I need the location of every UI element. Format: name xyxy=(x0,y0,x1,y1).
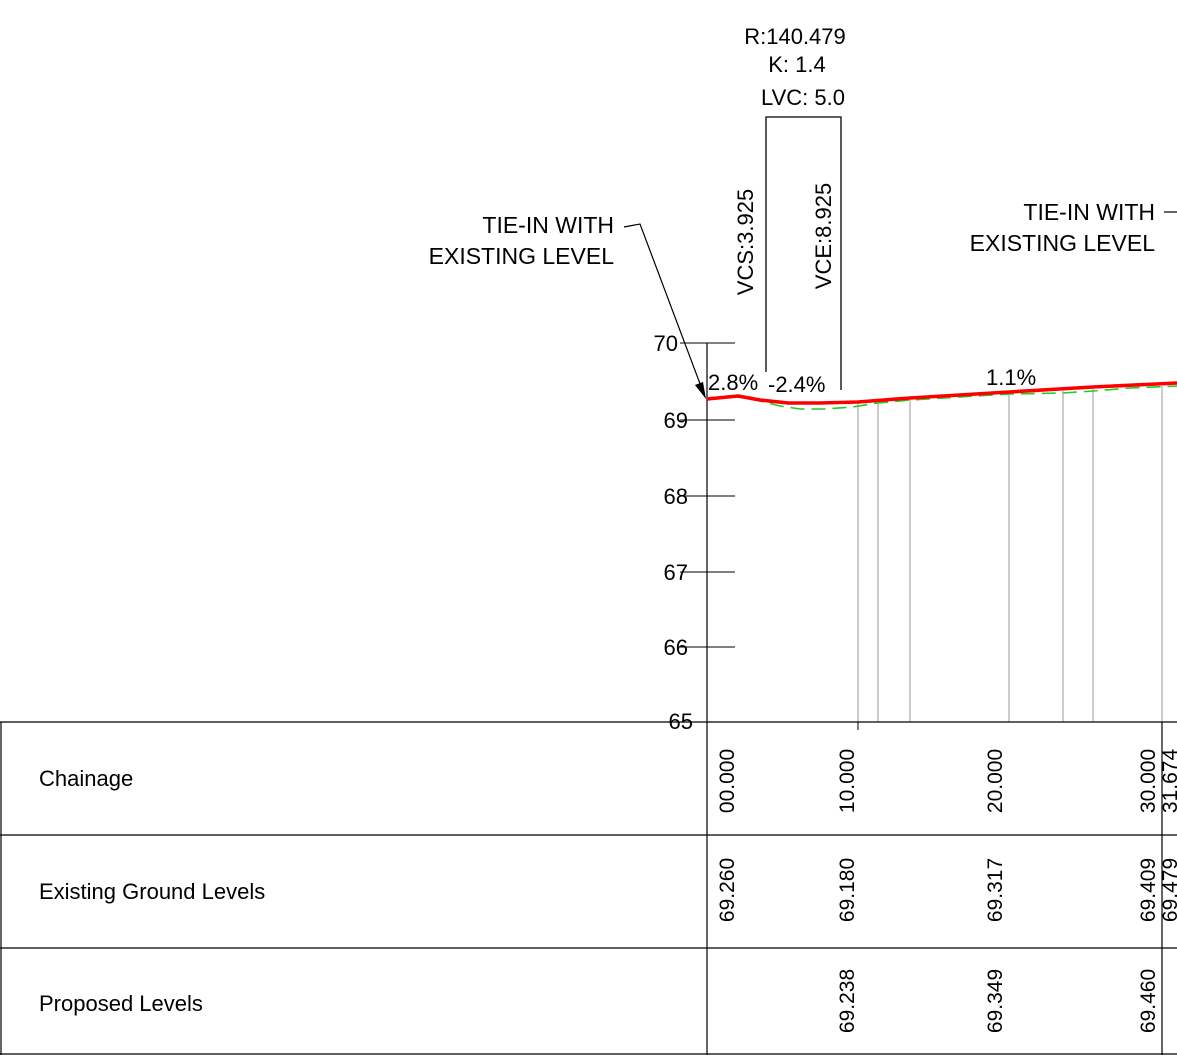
proposed-level-value: 69.349 xyxy=(984,969,1007,1033)
existing-level-value: 69.317 xyxy=(984,858,1007,922)
chainage-value: 30.000 xyxy=(1137,749,1160,813)
curve-lvc-label: LVC: 5.0 xyxy=(761,85,845,110)
existing-level-value: 69.260 xyxy=(716,858,739,922)
tie-in-right-line2: EXISTING LEVEL xyxy=(970,230,1156,256)
chainage-value: 31.674 xyxy=(1159,749,1177,814)
tie-in-left-arrowhead xyxy=(695,382,706,399)
grade-label-3: 1.1% xyxy=(986,365,1036,390)
level-tick-70: 70 xyxy=(654,331,678,356)
curve-radius-label: R:140.479 xyxy=(744,24,846,49)
grade-label-1: 2.8% xyxy=(708,370,758,395)
level-tick-67: 67 xyxy=(664,560,688,585)
existing-level-value: 69.180 xyxy=(836,858,859,922)
level-tick-66: 66 xyxy=(664,635,688,660)
chainage-value: 00.000 xyxy=(716,749,739,813)
vce-label: VCE:8.925 xyxy=(811,183,836,289)
grade-label-2: -2.4% xyxy=(768,372,825,397)
existing-level-value: 69.409 xyxy=(1137,858,1160,922)
level-tick-68: 68 xyxy=(664,484,688,509)
data-table xyxy=(0,721,1177,1055)
row-label-existing: Existing Ground Levels xyxy=(39,879,265,904)
proposed-level-value: 69.460 xyxy=(1137,969,1160,1033)
chainage-gridlines xyxy=(857,386,1163,722)
tie-in-left-line1: TIE-IN WITH xyxy=(482,212,614,238)
tie-in-left-leader xyxy=(623,223,706,398)
proposed-profile-line xyxy=(706,381,1177,405)
curve-k-label: K: 1.4 xyxy=(768,52,825,77)
level-tick-69: 69 xyxy=(664,408,688,433)
chainage-value: 10.000 xyxy=(836,749,859,813)
tie-in-left-line2: EXISTING LEVEL xyxy=(429,243,615,269)
chainage-value: 20.000 xyxy=(984,749,1007,813)
proposed-level-value: 69.238 xyxy=(836,969,859,1033)
tie-in-right-line1: TIE-IN WITH xyxy=(1023,199,1155,225)
vertical-curve-bracket xyxy=(765,116,842,390)
vcs-label: VCS:3.925 xyxy=(733,189,758,295)
row-label-proposed: Proposed Levels xyxy=(39,991,203,1016)
existing-level-value: 69.479 xyxy=(1159,858,1177,922)
row-label-chainage: Chainage xyxy=(39,766,133,791)
